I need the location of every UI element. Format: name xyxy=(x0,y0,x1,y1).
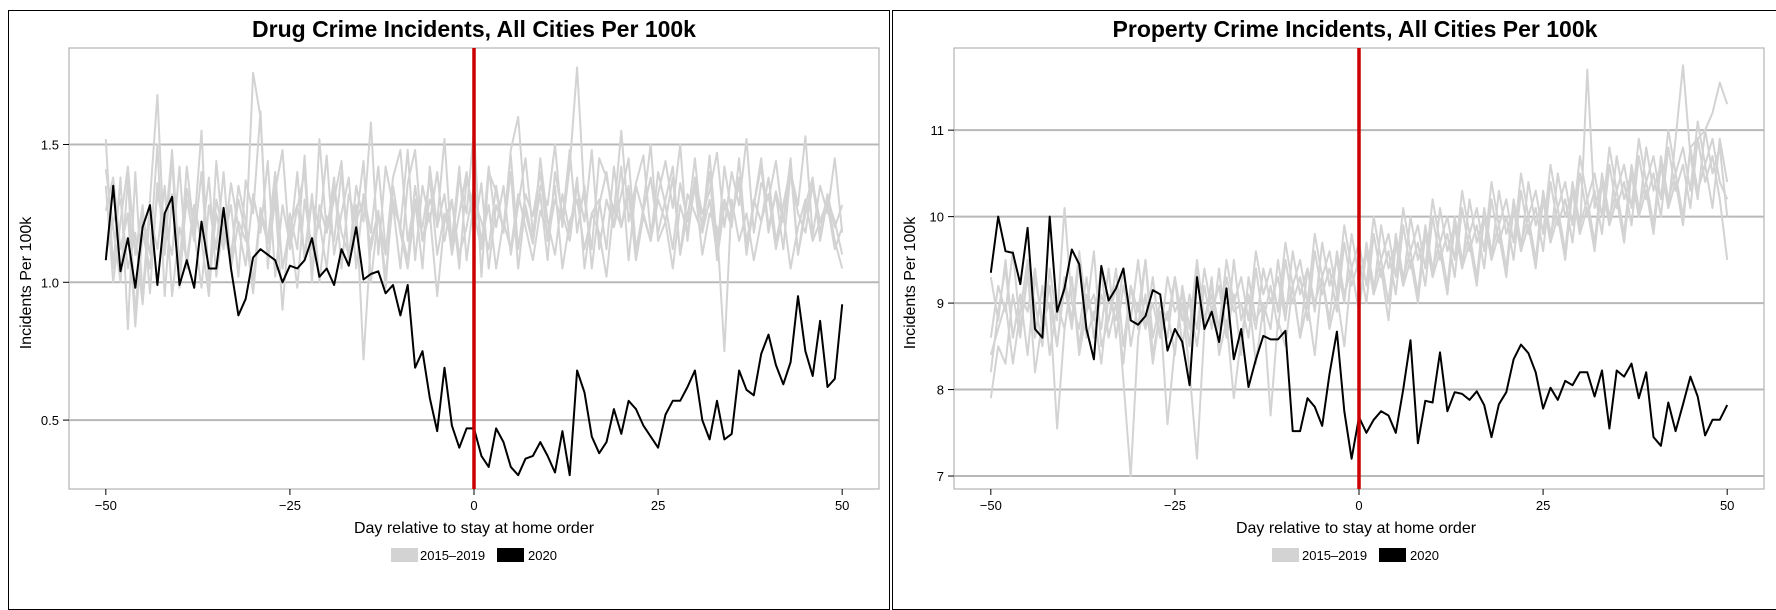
y-tick-label: 8 xyxy=(937,383,944,398)
y-axis-label: Incidents Per 100k xyxy=(18,216,35,350)
x-tick-label: −50 xyxy=(95,498,117,513)
x-tick-label: 50 xyxy=(1720,498,1734,513)
legend-swatch-history xyxy=(391,548,418,562)
y-axis-label: Incidents Per 100k xyxy=(902,216,919,350)
charts-canvas: −50 −25 0 25 50 0.5 1.0 1.5 Drug Crime Incident… xyxy=(18,16,1765,563)
chart-drug-crime: −50 −25 0 25 50 0.5 1.0 1.5 Drug Crime Incident… xyxy=(18,16,880,563)
y-tick-label: 9 xyxy=(937,296,944,311)
x-tick-label: 25 xyxy=(1536,498,1550,513)
chart-property-crime: −50 −25 0 25 50 7 8 9 10 11 Property Crime Incide… xyxy=(902,16,1765,563)
legend-swatch-history xyxy=(1272,548,1299,562)
y-tick-label: 11 xyxy=(931,123,945,138)
legend-swatch-2020 xyxy=(1379,548,1406,562)
x-tick-label: 50 xyxy=(835,498,849,513)
x-axis-label: Day relative to stay at home order xyxy=(1236,520,1477,537)
plot-area: −50 −25 0 25 50 0.5 1.0 1.5 xyxy=(41,47,880,513)
x-tick-label: 25 xyxy=(651,498,665,513)
y-tick-label: 7 xyxy=(937,469,944,484)
legend-label-2020: 2020 xyxy=(1410,548,1439,563)
y-tick-label: 1.5 xyxy=(41,137,59,152)
legend: 2015–2019 2020 xyxy=(391,548,557,563)
legend: 2015–2019 2020 xyxy=(1272,548,1439,563)
legend-label-2020: 2020 xyxy=(528,548,557,563)
x-tick-label: −50 xyxy=(980,498,1002,513)
x-tick-label: 0 xyxy=(470,498,477,513)
x-axis-label: Day relative to stay at home order xyxy=(354,520,595,537)
legend-label-history: 2015–2019 xyxy=(1302,548,1367,563)
plot-area: −50 −25 0 25 50 7 8 9 10 11 xyxy=(930,47,1765,513)
legend-label-history: 2015–2019 xyxy=(420,548,485,563)
x-tick-label: 0 xyxy=(1355,498,1362,513)
y-tick-label: 0.5 xyxy=(41,413,59,428)
chart-title: Drug Crime Incidents, All Cities Per 100… xyxy=(252,16,696,42)
chart-title: Property Crime Incidents, All Cities Per… xyxy=(1113,16,1598,42)
x-tick-label: −25 xyxy=(279,498,301,513)
y-tick-label: 10 xyxy=(930,210,944,225)
x-tick-label: −25 xyxy=(1164,498,1186,513)
y-tick-label: 1.0 xyxy=(41,275,59,290)
legend-swatch-2020 xyxy=(497,548,524,562)
